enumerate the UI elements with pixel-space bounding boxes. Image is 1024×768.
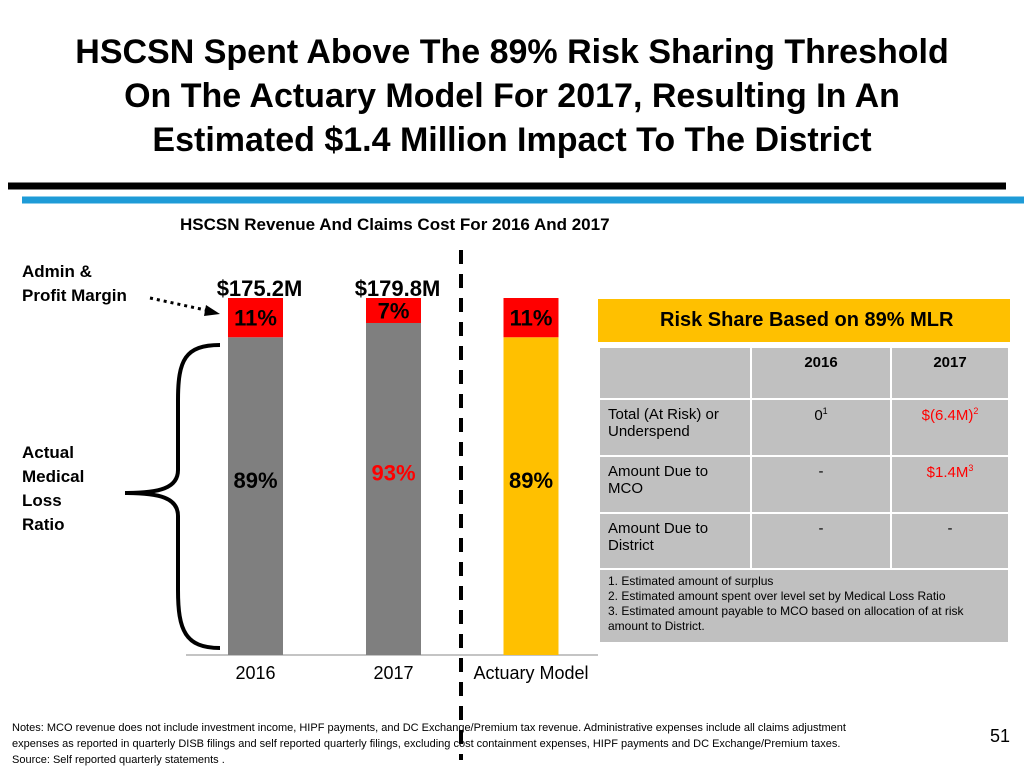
- note: 2. Estimated amount spent over level set…: [608, 589, 946, 603]
- cell-text: $1.4M: [926, 464, 969, 481]
- bar-segment: [366, 298, 421, 323]
- value-label: 7%: [378, 298, 410, 323]
- value-label: 11%: [234, 306, 277, 331]
- risk-table: Risk Share Based on 89% MLR 2016 2017 To…: [598, 299, 1010, 644]
- row-label: Total (At Risk) or Underspend: [598, 398, 752, 457]
- note: 1. Estimated amount of surplus: [608, 574, 774, 588]
- brace: [124, 343, 221, 650]
- cell: $(6.4M)2: [890, 398, 1010, 457]
- pointer: [149, 296, 211, 313]
- note: 3. Estimated amount payable to MCO based…: [608, 604, 964, 633]
- chart-title: HSCSN Revenue And Claims Cost For 2016 A…: [180, 215, 610, 234]
- footnote-ref: 1: [822, 406, 828, 416]
- table-notes: 1. Estimated amount of surplus 2. Estima…: [598, 568, 1010, 644]
- cell: -: [890, 512, 1010, 570]
- annotation: Admin & Profit Margin: [22, 262, 127, 305]
- footer-notes: Notes: MCO revenue does not include inve…: [12, 722, 846, 766]
- value-label: 11%: [510, 306, 553, 331]
- footnote-ref: 3: [968, 463, 974, 473]
- cell-text: $(6.4M): [921, 407, 974, 424]
- table-title: Risk Share Based on 89% MLR: [598, 299, 1010, 342]
- cell-text: 0: [814, 407, 823, 424]
- annotation: Actual Medical Loss Ratio: [22, 443, 85, 534]
- column-header: 2016: [750, 346, 892, 400]
- bar-segment: [228, 298, 283, 338]
- value-label: 89%: [509, 468, 553, 493]
- footnote-ref: 2: [973, 406, 979, 416]
- value-label: 89%: [233, 468, 277, 493]
- bar-segment: [503, 337, 559, 655]
- row-label: Amount Due to District: [598, 512, 752, 570]
- cell: [598, 346, 752, 400]
- cell: -: [750, 512, 892, 570]
- total-label: $175.2M: [217, 276, 303, 301]
- x-tick-label: Actuary Model: [473, 663, 588, 683]
- table: 2016 2017 Total (At Risk) or Underspend …: [598, 346, 1010, 644]
- slide-title: HSCSN Spent Above The 89% Risk Sharing T…: [75, 33, 949, 159]
- row-label: Amount Due to MCO: [598, 455, 752, 514]
- pointer-head: [204, 305, 220, 316]
- bar-segment: [228, 337, 283, 655]
- page-number: 51: [990, 726, 1011, 746]
- cell: 01: [750, 398, 892, 457]
- cell: -: [750, 455, 892, 514]
- column-header: 2017: [890, 346, 1010, 400]
- x-tick-label: 2016: [235, 663, 275, 683]
- x-tick-label: 2017: [373, 663, 413, 683]
- bar-segment: [366, 322, 421, 655]
- total-label: $179.8M: [355, 276, 441, 301]
- bar-segment: [503, 298, 559, 338]
- cell: $1.4M3: [890, 455, 1010, 514]
- value-label: 93%: [371, 460, 415, 485]
